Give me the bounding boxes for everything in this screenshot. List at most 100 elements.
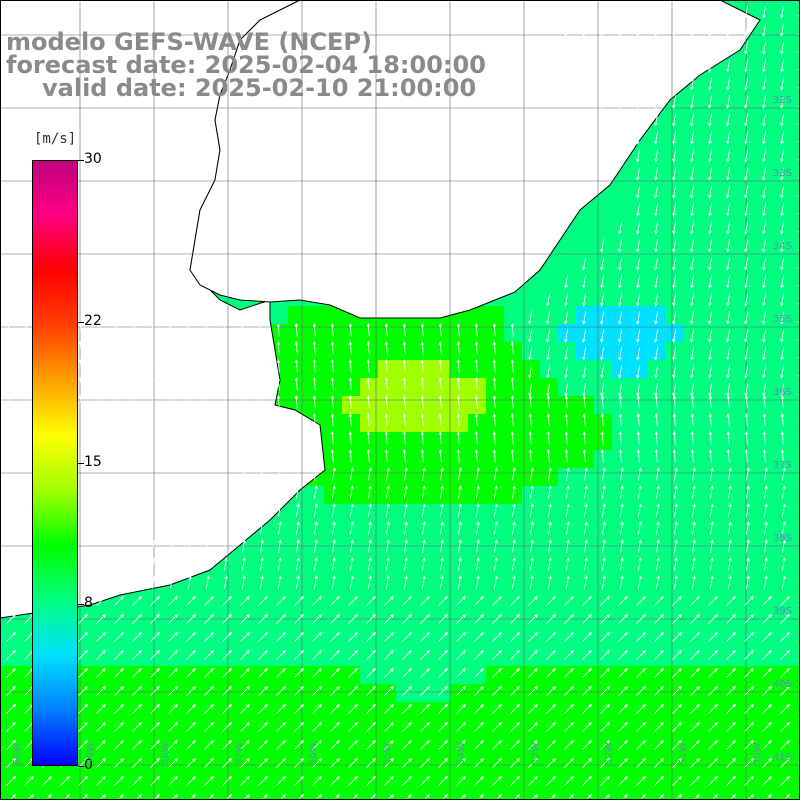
wind-arrow (115, 359, 118, 373)
wind-arrow-head (404, 539, 408, 544)
wind-arrow-head (278, 539, 282, 544)
wind-arrow (529, 468, 533, 481)
wind-arrow-head (564, 50, 568, 55)
wind-arrow-head (726, 413, 731, 417)
wind-speed-cell (72, 792, 91, 800)
wind-arrow-head (744, 104, 748, 109)
wind-arrow (295, 323, 298, 337)
latitude-label: 40S (772, 679, 792, 690)
wind-arrow (745, 311, 749, 324)
latitude-label: 34S (772, 241, 792, 252)
wind-arrow (547, 576, 551, 589)
wind-arrow-head (726, 248, 730, 253)
wind-arrow (781, 23, 785, 36)
wind-speed-cell (270, 306, 289, 325)
wind-arrow-head (456, 377, 461, 381)
wind-arrow-head (726, 140, 730, 145)
wind-arrow-head (278, 521, 282, 526)
wind-arrow-head (692, 521, 696, 526)
wind-arrow-head (240, 377, 245, 381)
wind-arrow-head (582, 374, 586, 379)
wind-arrow-head (314, 485, 318, 490)
wind-arrow-head (744, 392, 748, 397)
wind-arrow-head (456, 395, 461, 399)
wind-arrow-head (566, 503, 570, 508)
wind-arrow (619, 329, 623, 342)
wind-arrow-head (764, 521, 768, 526)
wind-arrow (385, 558, 389, 571)
wind-arrow-head (114, 377, 119, 381)
wind-arrow (7, 341, 10, 355)
wind-arrow-head (638, 503, 642, 508)
wind-arrow-head (458, 575, 462, 580)
wind-arrow-head (708, 194, 712, 199)
wind-arrow (222, 596, 232, 606)
wind-arrow (133, 341, 136, 355)
wind-arrow-head (620, 503, 624, 508)
wind-arrow (709, 203, 713, 216)
wind-arrow (619, 486, 623, 499)
wind-arrow-head (204, 323, 209, 327)
wind-arrow (223, 486, 227, 499)
wind-speed-cell (792, 36, 800, 55)
wind-speed-cell (792, 0, 800, 19)
wind-arrow-head (260, 521, 264, 526)
wind-arrow (763, 95, 767, 108)
wind-arrow (762, 596, 772, 606)
wind-arrow (205, 576, 209, 589)
wind-arrow-head (672, 230, 676, 235)
wind-arrow (745, 395, 748, 409)
wind-arrow (187, 540, 191, 553)
wind-arrow (637, 167, 641, 180)
wind-arrow (619, 239, 623, 252)
wind-arrow (727, 239, 731, 252)
wind-arrow (745, 203, 749, 216)
wind-arrow (745, 522, 749, 535)
wind-arrow-head (708, 14, 712, 19)
wind-arrow-head (366, 431, 371, 435)
wind-arrow (385, 504, 389, 517)
wind-arrow (673, 540, 677, 553)
wind-arrow-head (600, 122, 604, 127)
wind-arrow (385, 395, 388, 409)
wind-arrow (475, 431, 478, 445)
wind-speed-cell (504, 306, 523, 325)
wind-arrow (493, 449, 496, 463)
wind-speed-cell (792, 378, 800, 397)
wind-arrow-head (690, 395, 695, 399)
wind-arrow-head (6, 359, 11, 363)
wind-arrow (348, 596, 358, 606)
wind-arrow (493, 468, 497, 481)
wind-arrow-head (692, 467, 696, 472)
wind-arrow-head (674, 575, 678, 580)
wind-arrow (187, 359, 190, 373)
wind-arrow-head (204, 395, 209, 399)
wind-arrow (619, 576, 623, 589)
wind-arrow (745, 431, 748, 445)
wind-arrow (223, 323, 226, 337)
wind-speed-cell (414, 792, 433, 800)
wind-arrow (277, 522, 281, 535)
wind-arrow-head (24, 323, 29, 327)
wind-arrow (744, 596, 754, 606)
wind-arrow (259, 359, 262, 373)
wind-arrow (691, 540, 695, 553)
wind-arrow (241, 323, 244, 337)
wind-arrow (691, 383, 695, 396)
wind-arrow (385, 377, 388, 391)
wind-arrow (655, 203, 659, 216)
wind-arrow (547, 522, 551, 535)
wind-arrow (367, 504, 371, 517)
wind-arrow (385, 486, 389, 499)
wind-arrow (169, 576, 173, 589)
wind-arrow-head (762, 431, 767, 435)
wind-arrow-head (696, 596, 700, 600)
wind-arrow (655, 5, 659, 18)
wind-speed-cell (450, 792, 469, 800)
wind-arrow (511, 486, 515, 499)
wind-arrow (331, 522, 335, 535)
wind-arrow (223, 377, 226, 391)
wind-arrow (205, 540, 209, 553)
wind-arrow-head (462, 596, 466, 600)
wind-arrow (421, 395, 424, 409)
